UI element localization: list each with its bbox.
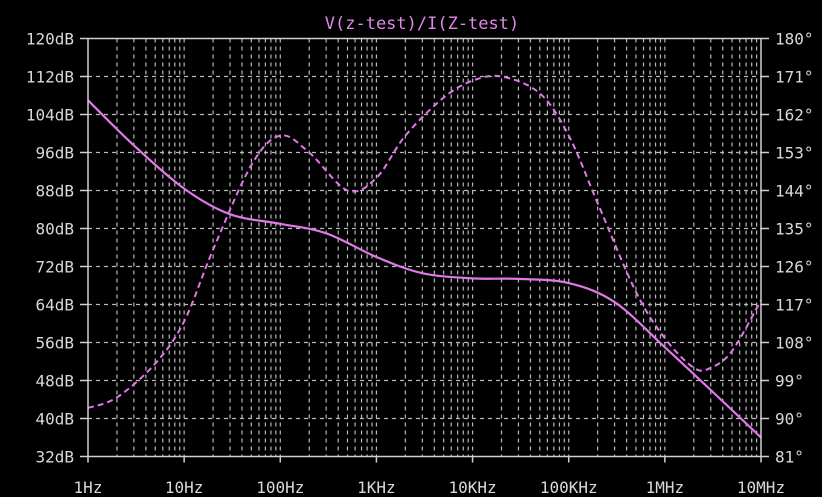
left-y-tick-label: 56dB (35, 334, 74, 353)
right-y-tick-label: 90° (775, 410, 804, 429)
left-y-tick-label: 32dB (35, 448, 74, 467)
magnitude-series-line (87, 99, 762, 439)
left-y-tick-label: 96dB (35, 144, 74, 163)
right-y-tick-label: 180° (775, 30, 814, 49)
left-axis-tick-labels: 120dB 112dB 104dB 96dB 88dB 80dB 72dB 64dB 56dB 4… (26, 30, 74, 467)
x-tick-label: 1MHz (646, 478, 685, 497)
x-tick-label: 1Hz (74, 478, 103, 497)
x-tick-label: 10KHz (448, 478, 496, 497)
x-tick-label: 100KHz (540, 478, 598, 497)
right-axis-tick-labels: 180° 171° 162° 153° 144° 135° 126° 117° 108° 99° 9… (775, 30, 814, 467)
series-lines (87, 74, 762, 439)
right-y-tick-label: 117° (775, 296, 814, 315)
right-y-tick-label: 153° (775, 144, 814, 163)
left-y-tick-label: 64dB (35, 296, 74, 315)
right-y-tick-label: 126° (775, 258, 814, 277)
x-tick-label: 10MHz (737, 478, 785, 497)
plot-frame (87, 37, 762, 458)
left-y-tick-label: 40dB (35, 410, 74, 429)
x-axis-tick-labels: 1Hz 10Hz 100Hz 1KHz 10KHz 100KHz 1MHz 10MHz (74, 478, 786, 497)
left-y-tick-label: 120dB (26, 30, 74, 49)
x-tick-label: 100Hz (256, 478, 304, 497)
right-y-tick-label: 171° (775, 68, 814, 87)
phase-series-line (87, 74, 762, 409)
chart-title: V(z-test)/I(Z-test) (325, 14, 519, 34)
x-tick-label: 10Hz (165, 478, 204, 497)
left-y-tick-label: 104dB (26, 106, 74, 125)
right-y-tick-label: 144° (775, 182, 814, 201)
left-y-tick-label: 48dB (35, 372, 74, 391)
right-y-tick-label: 162° (775, 106, 814, 125)
right-y-tick-label: 108° (775, 334, 814, 353)
right-y-tick-label: 99° (775, 372, 804, 391)
left-y-tick-label: 72dB (35, 258, 74, 277)
grid-lines (80, 37, 769, 463)
left-y-tick-label: 80dB (35, 220, 74, 239)
right-y-tick-label: 135° (775, 220, 814, 239)
left-y-tick-label: 88dB (35, 182, 74, 201)
x-tick-label: 1KHz (357, 478, 396, 497)
left-y-tick-label: 112dB (26, 68, 74, 87)
right-y-tick-label: 81° (775, 448, 804, 467)
